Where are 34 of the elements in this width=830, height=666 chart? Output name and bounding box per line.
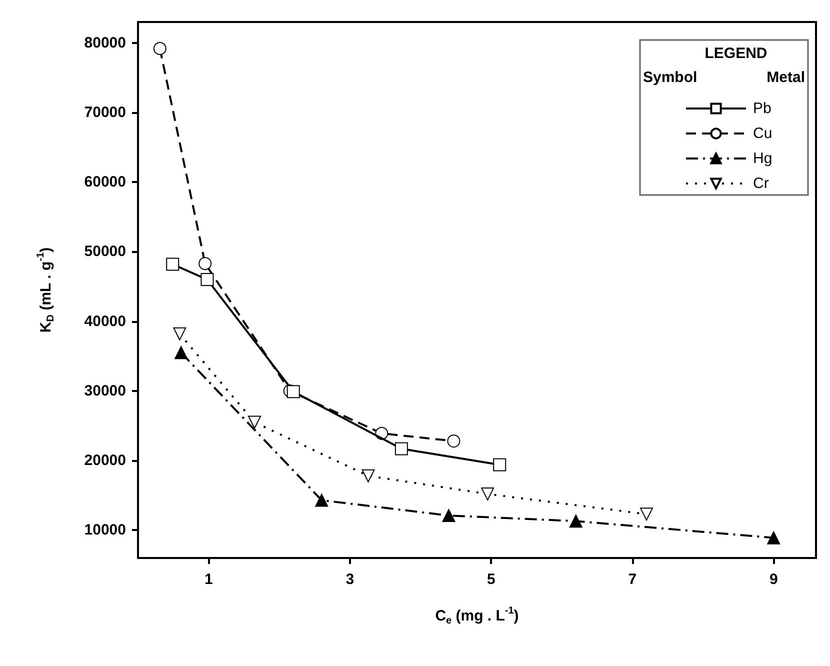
point: [200, 273, 214, 286]
point: [767, 531, 780, 544]
y-tick-label: 10000: [84, 522, 126, 539]
legend-title: LEGEND: [704, 45, 768, 62]
point: [493, 458, 506, 472]
x-tick-label: 9: [769, 571, 778, 588]
point: [173, 327, 186, 340]
point: [153, 42, 166, 55]
point: [286, 385, 300, 398]
point: [198, 257, 212, 270]
x-tick-label: 7: [628, 571, 637, 588]
point: [315, 494, 328, 507]
x-tick-label: 1: [204, 571, 213, 588]
y-tick-label: 20000: [84, 452, 126, 470]
point: [166, 258, 180, 271]
point: [442, 509, 456, 522]
legend-label: Pb: [753, 100, 772, 117]
x-tick-label: 3: [346, 571, 354, 588]
x-tick-label: 5: [486, 571, 496, 588]
y-tick-label: 30000: [84, 382, 126, 400]
annotation: Symbol: [643, 69, 698, 86]
y-tick-label: 70000: [84, 104, 126, 121]
y-tick-label: 80000: [84, 34, 126, 52]
y-tick-label: 60000: [84, 174, 126, 191]
annotation: Metal: [766, 69, 805, 86]
legend-label: Cr: [753, 175, 769, 192]
point: [569, 514, 582, 528]
legend-label: Hg: [753, 150, 772, 167]
y-tick-label: 40000: [84, 312, 126, 330]
y-tick-label: 50000: [84, 243, 126, 260]
point: [394, 442, 408, 456]
point: [174, 346, 188, 360]
legend-label: Cu: [753, 125, 772, 142]
y-axis-title: KD (mL . g-1): [36, 247, 56, 333]
